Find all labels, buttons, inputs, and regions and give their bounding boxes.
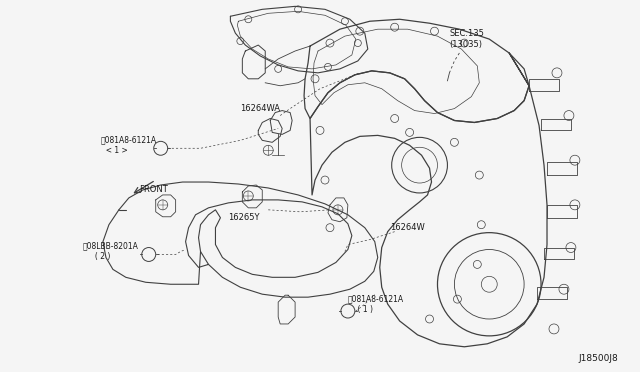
Text: 16264WA: 16264WA [241, 104, 280, 113]
Text: SEC.135
(13035): SEC.135 (13035) [449, 29, 484, 49]
Text: J18500J8: J18500J8 [579, 354, 619, 363]
Text: 16265Y: 16265Y [228, 213, 260, 222]
Text: Ⓑ08LBB-8201A
     ( 2 ): Ⓑ08LBB-8201A ( 2 ) [83, 242, 139, 261]
Text: Ⓑ081A8-6121A
  < 1 >: Ⓑ081A8-6121A < 1 > [101, 136, 157, 155]
Text: 16264W: 16264W [390, 223, 424, 232]
Text: FRONT: FRONT [139, 186, 168, 195]
Text: Ⓑ081A8-6121A
    ( 1 ): Ⓑ081A8-6121A ( 1 ) [348, 294, 404, 314]
